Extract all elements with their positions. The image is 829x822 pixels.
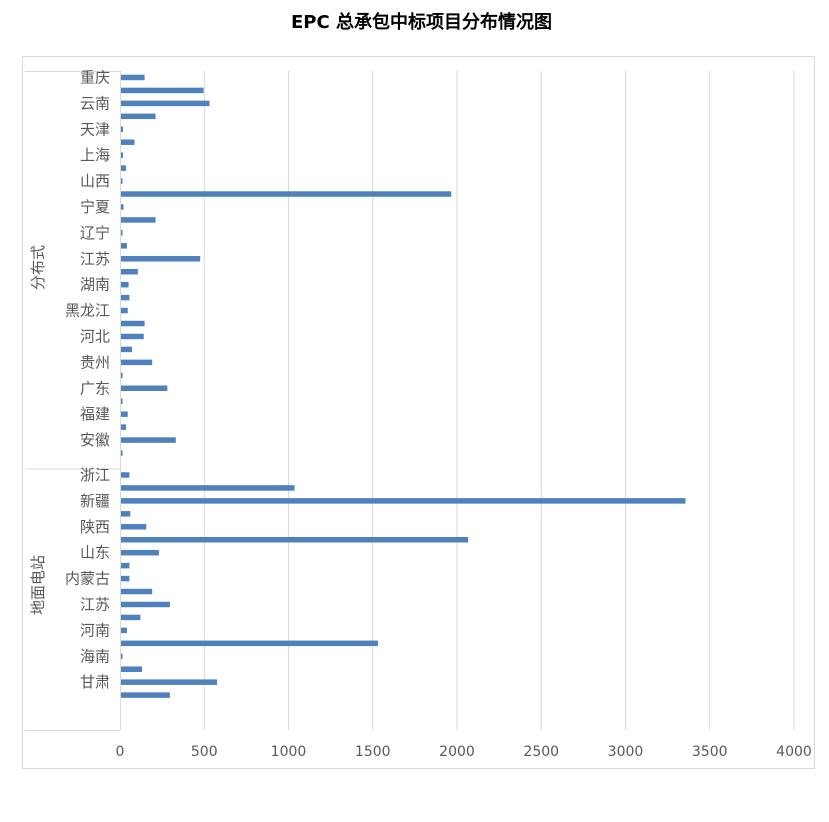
bar [121,424,127,430]
bars [121,74,686,698]
gridlines [203,71,795,730]
category-labels: 重庆云南天津上海山西宁夏辽宁江苏湖南黑龙江河北贵州广东福建安徽浙江新疆陕西山东内… [65,68,110,691]
category-label: 河北 [80,327,110,345]
category-label: 山东 [80,544,110,562]
category-label: 海南 [80,647,110,665]
category-label: 贵州 [80,353,110,371]
bar [121,243,127,249]
bar [121,437,176,443]
bar [121,472,130,478]
category-label: 陕西 [80,518,110,536]
bar [121,100,210,107]
bar [121,230,123,236]
bar [121,627,127,634]
bar [121,178,123,184]
x-tick-label: 1500 [355,744,391,760]
category-label: 湖南 [80,276,110,294]
x-tick-label: 500 [191,744,218,760]
bar [121,601,170,608]
bar [121,256,201,262]
category-label: 重庆 [80,68,110,86]
bar [121,359,153,366]
category-label: 辽宁 [80,224,110,242]
bar [121,333,144,340]
bar [121,485,295,491]
category-label: 黑龙江 [65,302,110,320]
bar [121,640,378,647]
category-label: 江苏 [80,595,110,613]
x-tick-label: 4000 [776,744,812,760]
bar [121,562,130,569]
bar [121,653,123,660]
x-tick-label: 3500 [692,744,728,760]
bar [121,346,132,353]
chart-title: EPC 总承包中标项目分布情况图 [291,12,552,33]
bar [121,536,469,543]
bar [121,692,170,698]
group-label: 分布式 [29,245,47,290]
x-tick-label: 2500 [523,744,559,760]
bar [121,575,130,582]
bar [121,614,141,621]
bar [121,281,129,288]
bar [121,588,153,595]
bar [121,666,143,672]
bar [121,549,159,556]
bar [121,398,123,404]
bar [121,217,156,223]
chart-frame [22,56,815,769]
bar [121,165,127,171]
group-label: 地面电站 [29,555,47,615]
bar [121,74,145,81]
x-tick-label: 0 [116,744,125,760]
category-label: 内蒙古 [65,570,110,588]
bar [121,139,135,145]
bar [121,372,123,379]
bar [121,268,138,275]
category-label: 甘肃 [80,673,110,691]
bar [121,294,130,301]
bar [121,320,145,327]
x-tick-label: 3000 [608,744,644,760]
bar [121,204,124,210]
bar [121,411,128,417]
bar [121,498,686,504]
category-label: 河南 [80,621,110,639]
bar [121,152,124,158]
category-label: 上海 [80,146,110,164]
bar [121,113,156,120]
bar [121,450,123,456]
category-label: 云南 [80,94,110,112]
bar [121,385,168,392]
x-tick-labels: 0 500 1000 1500 2000 2500 3000 3500 4000 [116,744,812,760]
category-label: 宁夏 [80,198,110,216]
category-label: 浙江 [80,466,110,484]
bar [121,87,204,94]
group-dividers [25,71,121,731]
category-label: 天津 [80,120,110,138]
bar [121,307,128,314]
bar [121,191,452,197]
category-label: 安徽 [80,431,110,449]
x-tick-label: 2000 [439,744,475,760]
bar [121,511,131,517]
x-tick-label: 1000 [271,744,307,760]
category-label: 山西 [80,172,110,190]
bar [121,126,124,133]
bar [121,679,218,685]
category-label: 新疆 [80,492,110,510]
bar [121,524,147,530]
category-label: 江苏 [80,250,110,268]
category-label: 广东 [80,379,110,397]
category-label: 福建 [80,405,110,423]
